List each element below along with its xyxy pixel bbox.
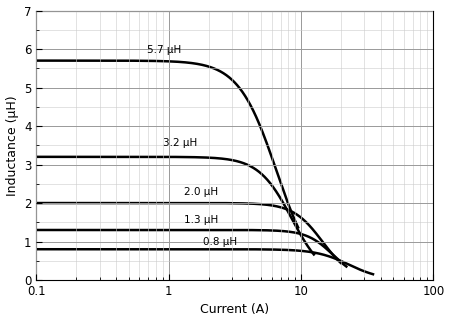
Y-axis label: Inductance (μH): Inductance (μH): [5, 95, 18, 195]
Text: 5.7 μH: 5.7 μH: [147, 45, 181, 55]
Text: 3.2 μH: 3.2 μH: [163, 138, 197, 148]
X-axis label: Current (A): Current (A): [200, 303, 270, 317]
Text: 2.0 μH: 2.0 μH: [184, 187, 218, 197]
Text: 0.8 μH: 0.8 μH: [202, 237, 237, 247]
Text: 1.3 μH: 1.3 μH: [184, 215, 218, 225]
